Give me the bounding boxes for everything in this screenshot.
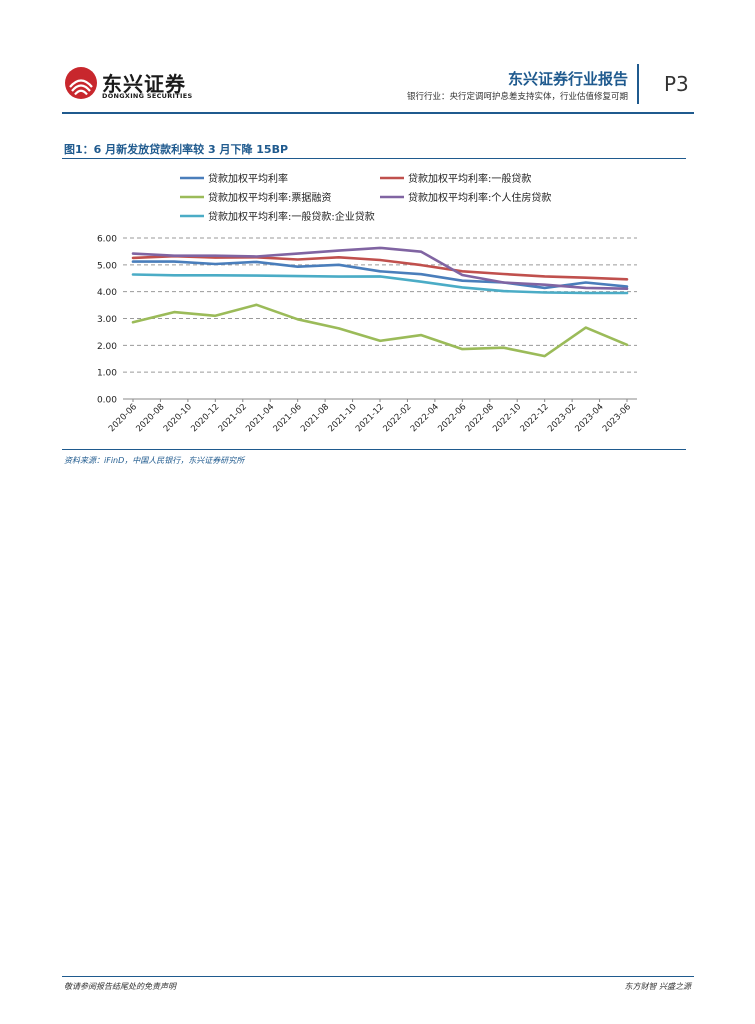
line-chart: 0.001.002.003.004.005.006.002020-062020-… [97,172,637,434]
report-type-title: 东兴证券行业报告 [507,70,628,88]
x-tick-label: 2021-10 [326,402,358,434]
y-tick-label: 0.00 [97,396,117,406]
series-line-4 [131,246,629,290]
x-tick-label: 2021-02 [217,402,249,434]
x-tick-label: 2023-06 [601,402,633,434]
logo-mark-icon [65,67,97,99]
figure-source: 资料来源：iFinD，中国人民银行，东兴证券研究所 [64,456,245,465]
x-tick-label: 2020-06 [107,402,139,434]
figure-top-rule [62,158,686,159]
brand-name-en: DONGXING SECURITIES [102,92,193,100]
x-tick-label: 2022-10 [491,402,523,434]
brand-name-cn: 东兴证券 [102,72,186,96]
header-divider [637,64,639,104]
series-line-5 [131,273,629,295]
report-subtitle: 银行行业：央行定调呵护息差支持实体，行业估值修复可期 [406,92,628,102]
x-tick-label: 2021-12 [354,402,386,434]
legend-label: 贷款加权平均利率:票据融资 [208,191,331,204]
x-tick-label: 2020-08 [134,402,166,434]
company-logo: 东兴证券 DONGXING SECURITIES [64,66,192,106]
header-rule [62,112,694,114]
page-number: P3 [664,72,689,96]
x-tick-label: 2022-08 [464,402,496,434]
series-line-2 [131,254,629,281]
x-tick-label: 2023-04 [573,402,605,434]
x-tick-label: 2021-08 [299,402,331,434]
x-tick-label: 2022-12 [519,402,551,434]
series-line-1 [131,260,629,290]
x-tick-label: 2020-10 [162,402,194,434]
y-tick-label: 2.00 [97,342,117,352]
x-tick-label: 2022-04 [409,402,441,434]
y-tick-label: 6.00 [97,235,117,245]
legend-label: 贷款加权平均利率:一般贷款 [408,172,531,185]
x-tick-label: 2020-12 [189,402,221,434]
figure-bottom-rule [62,449,686,450]
footer-disclaimer: 敬请参阅报告结尾处的免责声明 [64,982,176,991]
legend-label: 贷款加权平均利率:一般贷款:企业贷款 [208,210,375,223]
legend-label: 贷款加权平均利率:个人住房贷款 [408,191,551,204]
x-tick-label: 2022-06 [436,402,468,434]
figure-title: 图1：6 月新发放贷款利率较 3 月下降 15BP [64,143,289,156]
x-tick-label: 2022-02 [381,402,413,434]
footer-rule [62,976,694,977]
x-tick-label: 2021-06 [272,402,304,434]
x-tick-label: 2023-02 [546,402,578,434]
legend-label: 贷款加权平均利率 [208,172,288,185]
y-tick-label: 4.00 [97,288,117,298]
y-tick-label: 5.00 [97,261,117,271]
y-tick-label: 3.00 [97,315,117,325]
footer-slogan: 东方财智 兴盛之源 [624,982,691,991]
x-tick-label: 2021-04 [244,402,276,434]
y-tick-label: 1.00 [97,369,117,379]
series-line-3 [131,303,629,358]
